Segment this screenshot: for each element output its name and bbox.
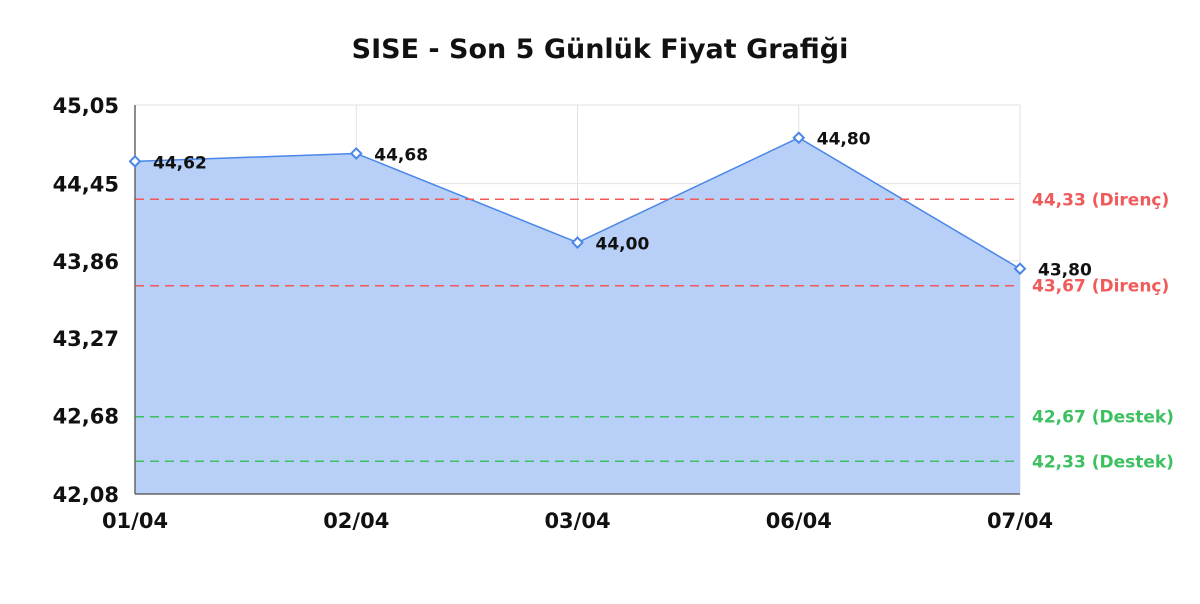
- x-tick-label: 07/04: [987, 509, 1053, 533]
- area-fill: [135, 137, 1020, 494]
- reference-lines: 44,33 (Direnç) 43,67 (Direnç) 42,67 (Deste…: [135, 190, 1174, 472]
- data-point: [571, 236, 584, 249]
- x-tick-label: 03/04: [544, 509, 610, 533]
- y-tick-label: 42,68: [53, 404, 119, 428]
- data-label: 44,00: [596, 235, 650, 255]
- x-tick-label: 01/04: [102, 509, 168, 533]
- chart-title: SISE - Son 5 Günlük Fiyat Grafiği: [352, 34, 849, 65]
- reference-line-label: 42,33 (Destek): [1032, 452, 1174, 472]
- data-label: 44,80: [817, 130, 871, 150]
- data-point: [792, 131, 806, 145]
- data-label: 44,62: [153, 153, 207, 173]
- data-point: [128, 154, 142, 168]
- data-points: 44,62 44,68 44,00 44,80 43,80: [128, 130, 1092, 281]
- y-tick-label: 42,08: [53, 483, 119, 507]
- y-tick-label: 43,86: [53, 250, 119, 274]
- data-label: 44,68: [374, 145, 428, 165]
- reference-line-label: 43,67 (Direnç): [1032, 277, 1169, 297]
- x-tick-label: 06/04: [766, 509, 832, 533]
- y-tick-label: 43,27: [53, 327, 119, 351]
- reference-line-label: 42,67 (Destek): [1032, 408, 1174, 428]
- x-tick-label: 02/04: [323, 509, 389, 533]
- data-point: [349, 147, 363, 160]
- reference-line-label: 44,33 (Direnç): [1032, 190, 1169, 210]
- y-tick-label: 45,05: [53, 94, 119, 118]
- data-label: 43,80: [1038, 261, 1092, 281]
- y-tick-label: 44,45: [53, 173, 119, 197]
- data-point: [1013, 262, 1027, 276]
